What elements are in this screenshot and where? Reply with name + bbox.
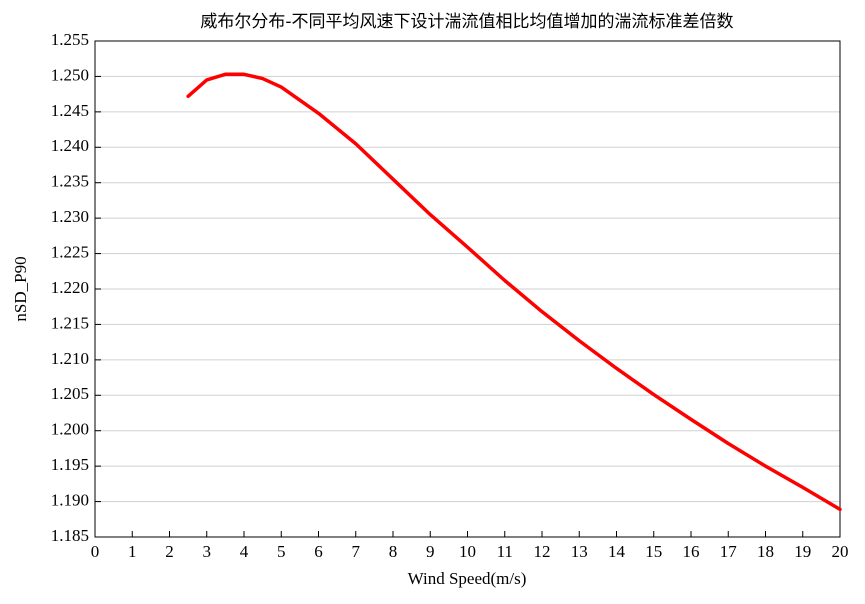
x-tick-label: 1 <box>128 542 137 561</box>
y-tick-label: 1.250 <box>51 65 89 84</box>
x-tick-label: 15 <box>645 542 662 561</box>
y-tick-label: 1.195 <box>51 455 89 474</box>
y-tick-label: 1.210 <box>51 349 89 368</box>
y-tick-label: 1.205 <box>51 384 89 403</box>
x-tick-label: 19 <box>794 542 811 561</box>
x-tick-label: 16 <box>683 542 700 561</box>
x-tick-label: 3 <box>203 542 212 561</box>
y-tick-label: 1.240 <box>51 136 89 155</box>
x-tick-label: 20 <box>832 542 849 561</box>
y-tick-label: 1.190 <box>51 490 89 509</box>
x-tick-label: 6 <box>314 542 323 561</box>
x-tick-label: 13 <box>571 542 588 561</box>
x-tick-label: 5 <box>277 542 286 561</box>
y-tick-label: 1.230 <box>51 207 89 226</box>
y-axis-label: nSD_P90 <box>11 256 30 321</box>
x-tick-label: 2 <box>165 542 174 561</box>
x-tick-label: 10 <box>459 542 476 561</box>
x-tick-label: 12 <box>534 542 551 561</box>
y-tick-label: 1.255 <box>51 30 89 49</box>
x-tick-label: 11 <box>497 542 513 561</box>
y-tick-label: 1.225 <box>51 242 89 261</box>
x-tick-label: 0 <box>91 542 100 561</box>
x-tick-label: 18 <box>757 542 774 561</box>
y-tick-label: 1.245 <box>51 101 89 120</box>
x-axis-label: Wind Speed(m/s) <box>408 569 527 588</box>
y-tick-label: 1.215 <box>51 313 89 332</box>
x-tick-label: 7 <box>352 542 361 561</box>
x-tick-label: 9 <box>426 542 435 561</box>
chart-title: 威布尔分布-不同平均风速下设计湍流值相比均值增加的湍流标准差倍数 <box>200 12 733 32</box>
x-tick-label: 17 <box>720 542 738 561</box>
x-tick-label: 8 <box>389 542 398 561</box>
x-tick-label: 14 <box>608 542 626 561</box>
y-tick-label: 1.200 <box>51 420 89 439</box>
y-tick-label: 1.185 <box>51 526 89 545</box>
y-tick-label: 1.220 <box>51 278 89 297</box>
x-tick-label: 4 <box>240 542 249 561</box>
plot-frame <box>94 40 841 538</box>
y-tick-label: 1.235 <box>51 172 89 191</box>
line-series <box>186 72 842 512</box>
